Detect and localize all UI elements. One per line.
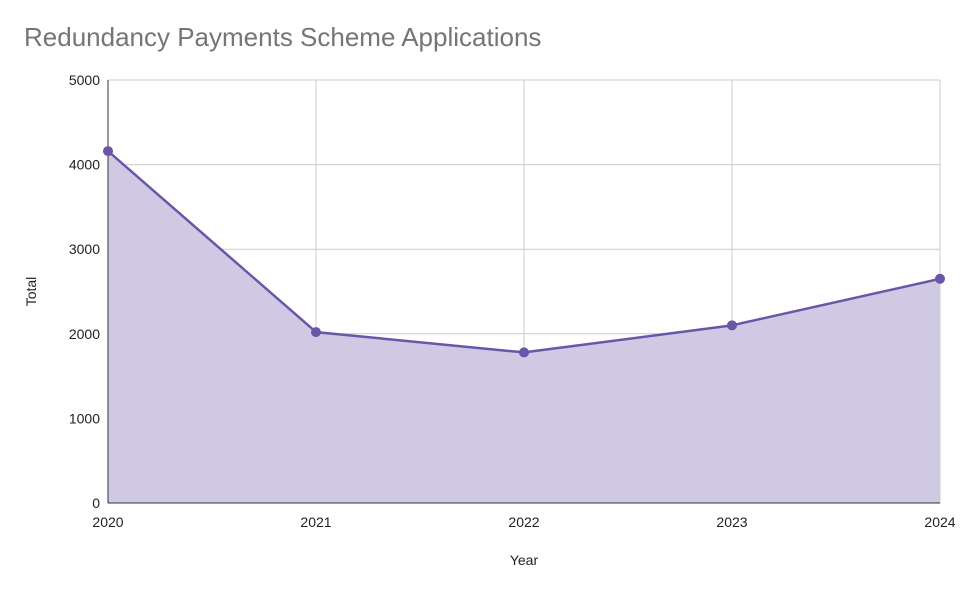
data-point-2024[interactable]: [935, 273, 945, 284]
data-point-2021[interactable]: [311, 327, 321, 338]
x-tick-label: 2021: [300, 514, 331, 530]
y-tick-label: 5000: [69, 72, 100, 88]
chart-title: Redundancy Payments Scheme Applications: [24, 22, 542, 52]
y-tick-label: 0: [92, 495, 100, 511]
data-point-2020[interactable]: [103, 146, 113, 157]
data-points: [103, 146, 945, 358]
y-tick-label: 3000: [69, 241, 100, 257]
x-tick-labels: 2020 2021 2022 2023 2024: [92, 514, 955, 530]
x-tick-label: 2020: [92, 514, 123, 530]
y-tick-label: 4000: [69, 157, 100, 173]
x-tick-label: 2023: [716, 514, 747, 530]
y-tick-label: 1000: [69, 410, 100, 426]
data-point-2022[interactable]: [519, 347, 529, 358]
x-tick-label: 2022: [508, 514, 539, 530]
x-tick-label: 2024: [924, 514, 955, 530]
y-tick-label: 2000: [69, 326, 100, 342]
x-axis-title: Year: [510, 552, 539, 568]
data-point-2023[interactable]: [727, 320, 737, 331]
y-axis-title: Total: [23, 277, 39, 307]
series-area-fill: [108, 151, 940, 503]
y-tick-labels: 0 1000 2000 3000 4000 5000: [69, 72, 100, 511]
series-area: [108, 151, 940, 503]
